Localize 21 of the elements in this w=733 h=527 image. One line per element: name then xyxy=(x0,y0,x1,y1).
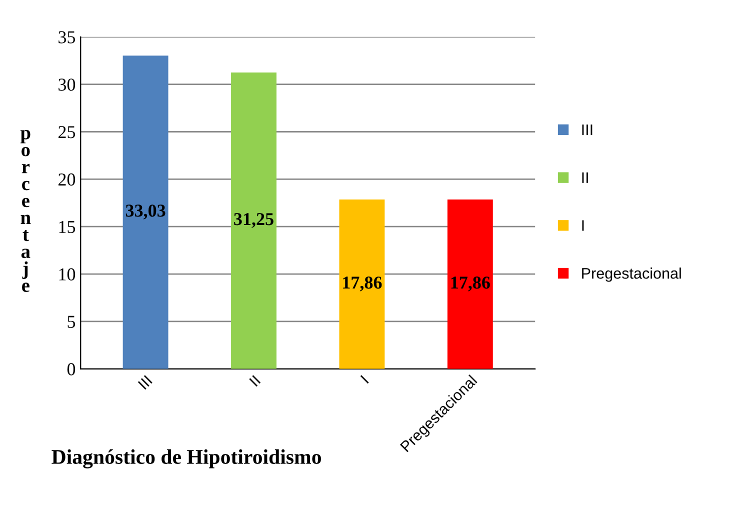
data-label: 31,25 xyxy=(234,213,274,228)
legend-label: II xyxy=(582,172,588,183)
y-tick-label: 10 xyxy=(59,268,76,280)
x-tick-label: III xyxy=(138,375,152,390)
x-tick-label: I xyxy=(360,375,369,384)
y-tick-label: 25 xyxy=(58,126,76,138)
x-axis-title: Diagnóstico de Hipotiroidismo xyxy=(52,449,321,468)
legend-label: III xyxy=(582,124,592,136)
legend-label: Pregestacional xyxy=(582,268,681,282)
y-tick-label: 35 xyxy=(58,31,76,44)
text: porcentaje xyxy=(20,130,31,292)
data-label: 33,03 xyxy=(126,204,166,220)
x-tick-label: II xyxy=(249,375,261,387)
y-tick-label: 20 xyxy=(58,173,76,186)
data-label: 17,86 xyxy=(451,276,490,292)
y-tick-label: 30 xyxy=(58,78,76,91)
y-tick-label: 15 xyxy=(59,220,76,234)
y-tick-label: 5 xyxy=(68,316,76,328)
y-tick-label: 0 xyxy=(67,363,76,376)
data-label: 17,86 xyxy=(343,276,382,292)
legend-label: I xyxy=(582,220,584,231)
